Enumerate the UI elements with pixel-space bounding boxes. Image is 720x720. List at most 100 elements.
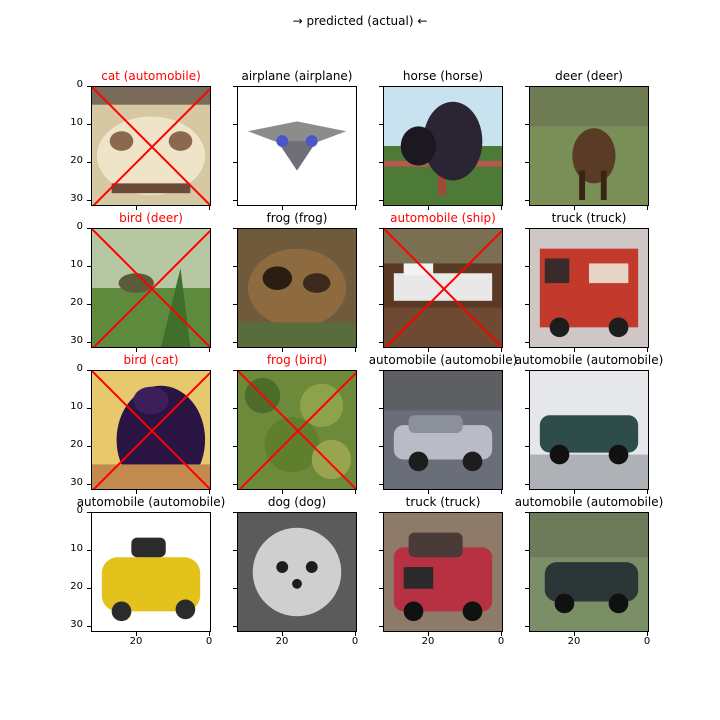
y-tick-mark [233,446,237,447]
image-panel [91,370,211,490]
misclassified-x-mark [384,229,502,347]
x-mark-line [92,371,210,489]
x-tick-mark [428,206,429,210]
x-tick-mark [574,348,575,352]
x-tick-mark [428,632,429,636]
y-tick-label: 10 [70,543,83,554]
y-tick-mark [379,512,383,513]
thumbnail-image [384,513,502,631]
y-tick-mark [379,266,383,267]
y-tick-mark [233,266,237,267]
misclassified-x-mark [92,229,210,347]
y-tick-mark [87,550,91,551]
image-panel [237,512,357,632]
y-tick-mark [525,266,529,267]
x-tick-mark [501,206,502,210]
panel-title: truck (truck) [405,495,481,509]
y-tick-mark [233,86,237,87]
panel-title: truck (truck) [551,211,627,225]
panel-title: airplane (airplane) [241,69,353,83]
image-panel [529,370,649,490]
y-tick-mark [379,408,383,409]
y-tick-mark [87,512,91,513]
panel-title: bird (cat) [123,353,179,367]
image-panel [237,228,357,348]
panel-title: dog (dog) [267,495,327,509]
y-tick-mark [379,200,383,201]
image-panel [383,512,503,632]
x-tick-label: 20 [129,636,143,647]
panel-title: automobile (ship) [390,211,496,225]
thumbnail-image [92,513,210,631]
y-tick-mark [87,446,91,447]
x-tick-mark [647,490,648,494]
y-tick-mark [87,86,91,87]
y-tick-mark [525,408,529,409]
x-tick-mark [355,206,356,210]
x-tick-mark [501,632,502,636]
image-panel [383,370,503,490]
x-tick-label: 0 [205,636,213,647]
y-tick-label: 0 [76,363,83,374]
y-tick-mark [233,588,237,589]
y-tick-label: 30 [70,335,83,346]
x-tick-label: 0 [351,636,359,647]
y-tick-mark [379,86,383,87]
image-panel [91,512,211,632]
y-tick-label: 10 [70,259,83,270]
y-tick-mark [379,124,383,125]
x-tick-mark [209,206,210,210]
y-tick-mark [525,626,529,627]
y-tick-label: 20 [70,297,83,308]
x-tick-mark [282,348,283,352]
x-tick-mark [209,632,210,636]
y-tick-label: 30 [70,193,83,204]
x-tick-mark [136,348,137,352]
x-mark-line [238,371,356,489]
y-tick-mark [87,228,91,229]
y-tick-mark [233,162,237,163]
panel-title: cat (automobile) [101,69,201,83]
thumbnail-image [238,229,356,347]
y-tick-mark [87,484,91,485]
y-tick-mark [233,484,237,485]
y-tick-mark [87,408,91,409]
x-tick-label: 20 [567,636,581,647]
x-tick-mark [282,490,283,494]
y-tick-mark [87,200,91,201]
y-tick-mark [525,200,529,201]
x-tick-mark [355,632,356,636]
thumbnail-image [238,513,356,631]
y-tick-mark [525,228,529,229]
x-mark-line [384,229,502,347]
panel-title: automobile (automobile) [368,353,518,367]
y-tick-mark [233,512,237,513]
panel-title: frog (bird) [266,353,328,367]
y-tick-mark [379,626,383,627]
x-tick-mark [647,348,648,352]
x-tick-mark [355,348,356,352]
y-tick-mark [87,124,91,125]
y-tick-mark [233,228,237,229]
x-tick-label: 0 [497,636,505,647]
image-panel [91,86,211,206]
y-tick-mark [233,200,237,201]
y-tick-mark [525,342,529,343]
y-tick-mark [525,446,529,447]
x-tick-mark [282,632,283,636]
y-tick-mark [525,512,529,513]
y-tick-mark [379,342,383,343]
y-tick-mark [87,370,91,371]
y-tick-mark [525,370,529,371]
y-tick-label: 30 [70,477,83,488]
panel-title: automobile (automobile) [514,495,664,509]
misclassified-x-mark [92,371,210,489]
y-tick-mark [525,304,529,305]
y-tick-mark [233,370,237,371]
x-tick-mark [209,348,210,352]
y-tick-mark [525,162,529,163]
image-panel [383,228,503,348]
y-tick-label: 20 [70,155,83,166]
y-tick-mark [525,86,529,87]
y-tick-mark [379,446,383,447]
